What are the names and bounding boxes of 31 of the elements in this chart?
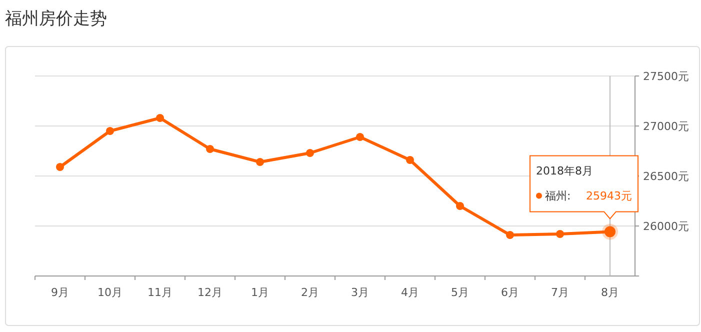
x-tick-label: 7月 [551, 286, 569, 299]
x-tick-label: 9月 [51, 286, 69, 299]
point [506, 231, 514, 239]
point [256, 158, 264, 166]
legend-label: 福州: [545, 190, 571, 203]
point [56, 163, 64, 171]
x-tick-label: 8月 [601, 286, 619, 299]
point [106, 127, 114, 135]
data-label: 25943元 [586, 190, 632, 203]
point [306, 149, 314, 157]
x-tick-label: 6月 [501, 286, 519, 299]
x-tick-label: 11月 [148, 286, 172, 299]
x-tick-label: 12月 [198, 286, 222, 299]
point [356, 133, 364, 141]
annotation: 2018年8月 [536, 164, 593, 178]
x-tick-label: 4月 [401, 286, 419, 299]
point [206, 145, 214, 153]
y-tick-label: 26000元 [643, 220, 689, 233]
y-tick-label: 27000元 [643, 120, 689, 133]
x-tick-label: 3月 [351, 286, 369, 299]
x-tick-label: 10月 [98, 286, 122, 299]
point [406, 156, 414, 164]
chart-title: 福州房价走势 [5, 9, 107, 29]
point [456, 202, 464, 210]
y-tick-label: 27500元 [643, 70, 689, 83]
x-tick-label: 1月 [251, 286, 269, 299]
point [556, 230, 564, 238]
y-tick-label: 26500元 [643, 170, 689, 183]
x-tick-label: 5月 [451, 286, 469, 299]
x-tick-label: 2月 [301, 286, 319, 299]
point [156, 114, 164, 122]
